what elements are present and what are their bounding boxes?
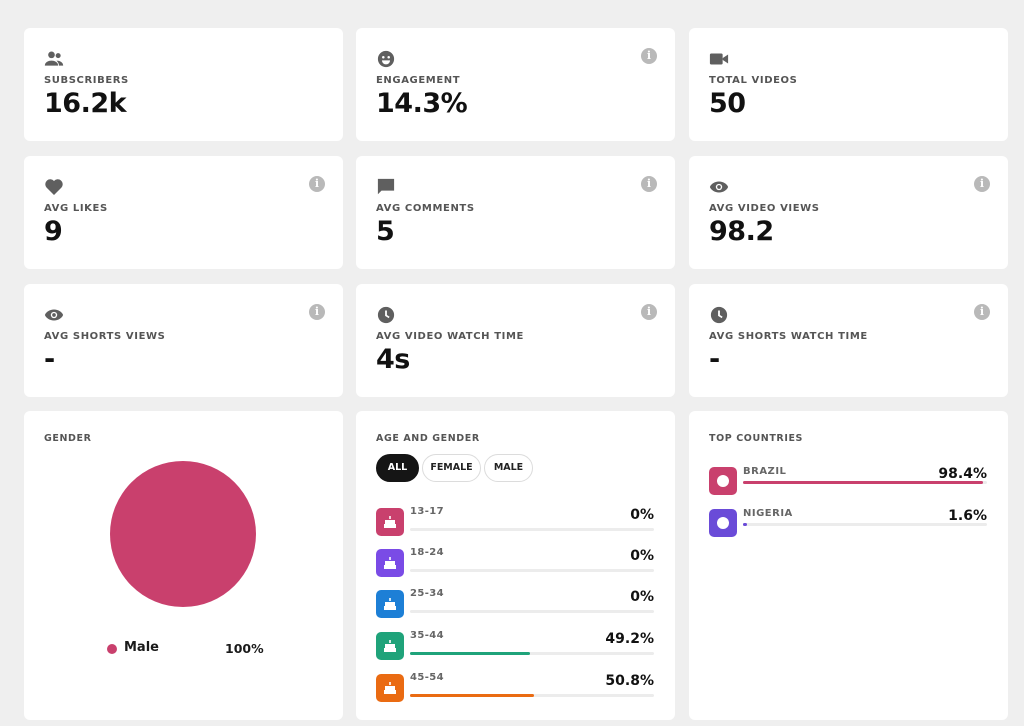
age-range-label: 45-54: [410, 672, 444, 683]
stat-value: -: [44, 344, 55, 375]
stat-label: AVG VIDEO VIEWS: [709, 203, 820, 214]
age-percent: 49.2%: [605, 631, 654, 647]
country-bar-fill: [743, 523, 747, 526]
country-name: BRAZIL: [743, 466, 787, 477]
eye-icon: [709, 178, 729, 196]
stat-label: AVG LIKES: [44, 203, 108, 214]
country-bar-fill: [743, 481, 984, 484]
video-camera-icon: [709, 50, 729, 68]
info-icon[interactable]: i: [974, 176, 990, 192]
globe-icon: [709, 509, 737, 537]
legend-value-male: 100%: [225, 641, 264, 656]
smiley-icon: [376, 50, 396, 68]
age-percent: 0%: [630, 507, 654, 523]
top-countries-card: TOP COUNTRIES BRAZIL 98.4% NIGERIA 1.6%: [689, 411, 1008, 720]
stat-label: AVG COMMENTS: [376, 203, 475, 214]
cake-icon: [376, 632, 404, 660]
stat-value: -: [709, 344, 720, 375]
age-row-18-24: 18-24 0%: [376, 547, 654, 579]
info-icon[interactable]: i: [641, 304, 657, 320]
age-gender-card: AGE AND GENDER ALL FEMALE MALE 13-17 0% 18…: [356, 411, 675, 720]
country-bar-track: [743, 481, 987, 484]
people-icon: [44, 50, 64, 68]
age-row-13-17: 13-17 0%: [376, 506, 654, 538]
info-icon[interactable]: i: [641, 176, 657, 192]
country-name: NIGERIA: [743, 508, 793, 519]
stat-card-avg-likes: i AVG LIKES 9: [24, 156, 343, 269]
age-bar-track: [410, 528, 654, 531]
stat-label: TOTAL VIDEOS: [709, 75, 798, 86]
info-icon[interactable]: i: [309, 304, 325, 320]
comment-icon: [376, 178, 396, 196]
stat-value: 5: [376, 216, 395, 247]
cake-icon: [376, 590, 404, 618]
cake-icon: [376, 508, 404, 536]
age-row-25-34: 25-34 0%: [376, 588, 654, 620]
stat-card-avg-shorts-watch-time: i AVG SHORTS WATCH TIME -: [689, 284, 1008, 397]
stat-value: 98.2: [709, 216, 774, 247]
gender-title: GENDER: [44, 433, 92, 444]
stat-card-subscribers: SUBSCRIBERS 16.2k: [24, 28, 343, 141]
country-row-nigeria: NIGERIA 1.6%: [709, 508, 987, 539]
age-bar-track: [410, 569, 654, 572]
stat-card-total-videos: TOTAL VIDEOS 50: [689, 28, 1008, 141]
info-icon[interactable]: i: [309, 176, 325, 192]
country-percent: 98.4%: [938, 466, 987, 482]
heart-icon: [44, 178, 64, 196]
top-countries-title: TOP COUNTRIES: [709, 433, 804, 444]
country-row-brazil: BRAZIL 98.4%: [709, 466, 987, 497]
clock-icon: [709, 306, 729, 324]
country-bar-track: [743, 523, 987, 526]
age-row-35-44: 35-44 49.2%: [376, 630, 654, 662]
country-percent: 1.6%: [948, 508, 987, 524]
clock-icon: [376, 306, 396, 324]
eye-icon: [44, 306, 64, 324]
info-icon[interactable]: i: [641, 48, 657, 64]
stat-label: AVG SHORTS WATCH TIME: [709, 331, 868, 342]
stat-card-avg-video-views: i AVG VIDEO VIEWS 98.2: [689, 156, 1008, 269]
gender-card: GENDER Male 100%: [24, 411, 343, 720]
cake-icon: [376, 549, 404, 577]
stat-label: ENGAGEMENT: [376, 75, 461, 86]
stat-card-engagement: i ENGAGEMENT 14.3%: [356, 28, 675, 141]
age-bar-fill: [410, 694, 534, 697]
age-gender-title: AGE AND GENDER: [376, 433, 480, 444]
info-icon[interactable]: i: [974, 304, 990, 320]
age-bar-track: [410, 694, 654, 697]
legend-swatch-male: [107, 644, 117, 654]
age-bar-track: [410, 610, 654, 613]
legend-label-male: Male: [124, 640, 159, 655]
filter-male-button[interactable]: MALE: [484, 454, 533, 482]
cake-icon: [376, 674, 404, 702]
age-range-label: 13-17: [410, 506, 444, 517]
age-bar-fill: [410, 652, 531, 655]
stat-card-avg-shorts-views: i AVG SHORTS VIEWS -: [24, 284, 343, 397]
stat-value: 9: [44, 216, 63, 247]
age-row-45-54: 45-54 50.8%: [376, 672, 654, 704]
stat-card-avg-comments: i AVG COMMENTS 5: [356, 156, 675, 269]
pie-slice-male: [110, 461, 256, 607]
age-range-label: 35-44: [410, 630, 444, 641]
stat-value: 16.2k: [44, 88, 127, 119]
filter-female-button[interactable]: FEMALE: [422, 454, 481, 482]
age-range-label: 18-24: [410, 547, 444, 558]
gender-pie-chart: [110, 461, 256, 607]
age-bar-track: [410, 652, 654, 655]
age-range-label: 25-34: [410, 588, 444, 599]
stat-value: 4s: [376, 344, 410, 375]
stat-value: 50: [709, 88, 746, 119]
stat-label: SUBSCRIBERS: [44, 75, 129, 86]
age-percent: 50.8%: [605, 673, 654, 689]
age-percent: 0%: [630, 589, 654, 605]
stat-label: AVG SHORTS VIEWS: [44, 331, 166, 342]
age-percent: 0%: [630, 548, 654, 564]
stat-label: AVG VIDEO WATCH TIME: [376, 331, 524, 342]
filter-all-button[interactable]: ALL: [376, 454, 419, 482]
stat-card-avg-video-watch-time: i AVG VIDEO WATCH TIME 4s: [356, 284, 675, 397]
stat-value: 14.3%: [376, 88, 468, 119]
globe-icon: [709, 467, 737, 495]
